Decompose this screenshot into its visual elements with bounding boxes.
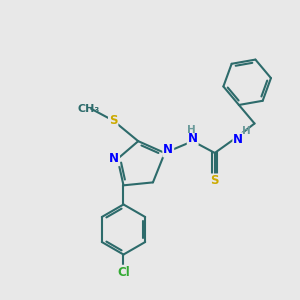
Text: S: S (109, 114, 117, 127)
Text: S: S (211, 174, 219, 188)
Text: N: N (109, 152, 119, 165)
Text: CH₃: CH₃ (77, 104, 99, 114)
Text: N: N (163, 143, 173, 157)
Text: N: N (188, 132, 198, 145)
Text: H: H (187, 125, 196, 135)
Text: H: H (242, 126, 251, 136)
Text: Cl: Cl (117, 266, 130, 279)
Text: N: N (233, 133, 243, 146)
